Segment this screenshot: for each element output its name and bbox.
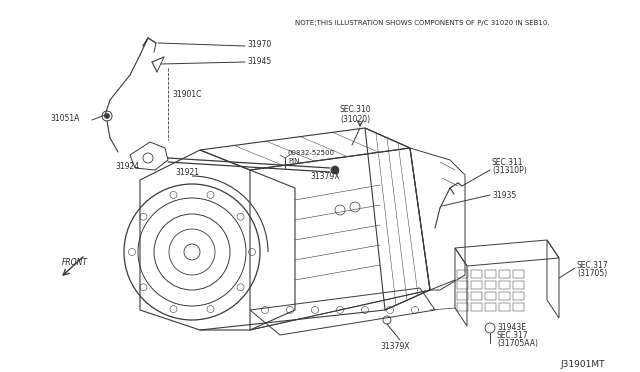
Bar (499, 292, 510, 300)
Bar (457, 303, 468, 311)
Text: 31943E: 31943E (497, 323, 526, 332)
Text: SEC.311: SEC.311 (492, 158, 524, 167)
Bar (499, 303, 510, 311)
Text: PIN: PIN (288, 158, 300, 164)
Text: SEC.317: SEC.317 (497, 331, 529, 340)
Bar (457, 292, 468, 300)
Text: 31379X: 31379X (380, 342, 410, 351)
Bar (499, 281, 510, 289)
Text: (31020): (31020) (340, 115, 370, 124)
Text: SEC.317: SEC.317 (577, 261, 609, 270)
Bar (471, 292, 482, 300)
Text: 31921: 31921 (175, 168, 199, 177)
Bar (457, 281, 468, 289)
Bar (471, 303, 482, 311)
Bar (513, 292, 524, 300)
Text: (31705): (31705) (577, 269, 607, 278)
Bar (457, 270, 468, 278)
Bar (471, 281, 482, 289)
Text: 31051A: 31051A (50, 113, 79, 122)
Text: (31705AA): (31705AA) (497, 339, 538, 348)
Bar (485, 303, 496, 311)
Bar (499, 270, 510, 278)
Bar (471, 270, 482, 278)
Text: (31310P): (31310P) (492, 166, 527, 175)
Text: 31945: 31945 (247, 57, 271, 66)
Bar (485, 270, 496, 278)
Text: 31935: 31935 (492, 191, 516, 200)
Text: 31379X: 31379X (310, 172, 339, 181)
Circle shape (104, 113, 109, 119)
Bar (513, 303, 524, 311)
Bar (513, 281, 524, 289)
Circle shape (331, 166, 339, 174)
Text: SEC.310: SEC.310 (340, 105, 372, 114)
Text: 00832-52500: 00832-52500 (288, 150, 335, 156)
Text: FRONT: FRONT (62, 258, 88, 267)
Text: NOTE;THIS ILLUSTRATION SHOWS COMPONENTS OF P/C 31020 IN SEB10.: NOTE;THIS ILLUSTRATION SHOWS COMPONENTS … (295, 20, 550, 26)
Text: 31901C: 31901C (172, 90, 202, 99)
Text: J31901MT: J31901MT (560, 360, 605, 369)
Bar (485, 292, 496, 300)
Bar (513, 270, 524, 278)
Text: 31970: 31970 (247, 40, 271, 49)
Bar (485, 281, 496, 289)
Text: 31924: 31924 (115, 162, 139, 171)
